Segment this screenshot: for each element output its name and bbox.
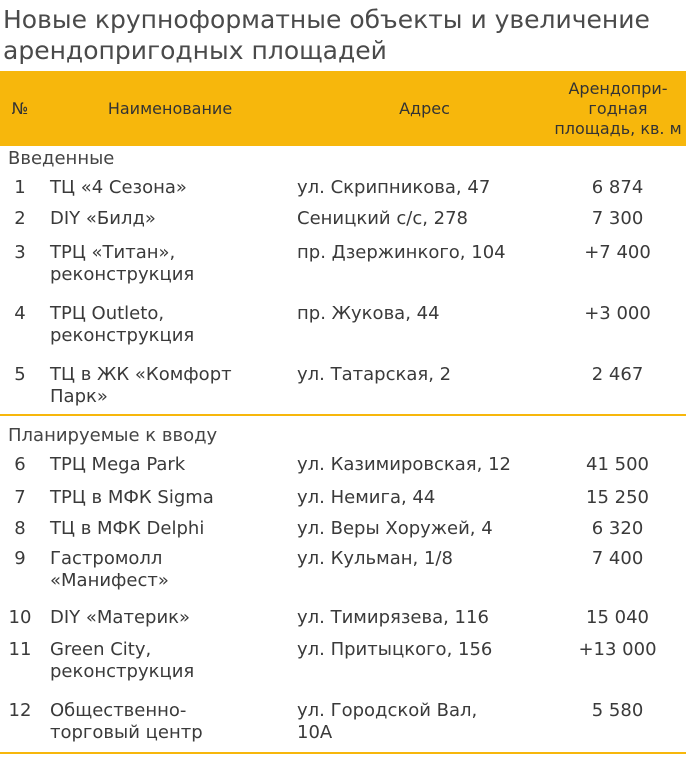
header-area-line-2: годная: [588, 98, 648, 118]
header-address: Адрес: [399, 98, 450, 118]
row-name-line: ТРЦ в МФК Sigma: [50, 487, 214, 508]
row-address-line: пр. Дзержинкого, 104: [297, 242, 506, 263]
row-name: ТРЦ Outleto, реконструкция: [50, 303, 290, 347]
row-name: ТЦ «4 Сезона»: [50, 177, 290, 199]
row-address-line: 10А: [297, 722, 333, 743]
section-divider: [0, 414, 686, 416]
row-number: 9: [14, 548, 26, 569]
row-name-line: торговый центр: [50, 722, 203, 743]
section-opened: Введенные: [8, 148, 115, 169]
header-name: Наименование: [107, 98, 233, 118]
row-address: ул. Тимирязева, 116: [297, 607, 552, 629]
row-address: пр. Дзержинкого, 104: [297, 242, 552, 264]
row-address: Сеницкий с/с, 278: [297, 208, 552, 230]
row-name-line: ТЦ «4 Сезона»: [50, 177, 187, 198]
row-area: 7 300: [591, 208, 644, 229]
row-name-line: Green City,: [50, 639, 152, 660]
row-area: +7 400: [584, 242, 651, 263]
page-title-line-1: Новые крупноформатные объекты и увеличен…: [3, 5, 650, 34]
row-area: +3 000: [584, 303, 651, 324]
row-address: ул. Городской Вал, 10А: [297, 700, 552, 744]
page-title: Новые крупноформатные объекты и увеличен…: [3, 4, 687, 66]
row-address-line: ул. Скрипникова, 47: [297, 177, 491, 198]
row-number: 11: [8, 639, 32, 660]
row-name-line: ТРЦ Mega Park: [50, 454, 186, 475]
row-address: ул. Скрипникова, 47: [297, 177, 552, 199]
row-area: 6 874: [591, 177, 644, 198]
row-name-line: DIY «Билд»: [50, 208, 156, 229]
header-area-line-1: Арендопри-: [568, 78, 668, 98]
row-area: 15 040: [586, 607, 649, 628]
row-name: ТРЦ «Титан», реконструкция: [50, 242, 290, 286]
row-name-line: ТРЦ Outleto,: [50, 303, 165, 324]
row-name-line: реконструкция: [50, 264, 195, 285]
row-name-line: Гастромолл: [50, 548, 163, 569]
row-area: 6 320: [591, 518, 644, 539]
row-name: ТРЦ Mega Park: [50, 454, 290, 476]
row-name: Общественно-торговый центр: [50, 700, 290, 744]
row-area: 41 500: [586, 454, 649, 475]
row-name-line: Общественно-: [50, 700, 187, 721]
row-address: пр. Жукова, 44: [297, 303, 552, 325]
row-number: 6: [14, 454, 26, 475]
row-name: ТЦ в МФК Delphi: [50, 518, 290, 540]
row-number: 5: [14, 364, 26, 385]
row-address: ул. Веры Хоружей, 4: [297, 518, 552, 540]
row-address: ул. Немига, 44: [297, 487, 552, 509]
row-address: ул. Казимировская, 12: [297, 454, 552, 476]
row-number: 1: [14, 177, 26, 198]
header-area: Арендопри- годная площадь, кв. м: [550, 71, 686, 146]
row-address: ул. Притыцкого, 156: [297, 639, 552, 661]
row-area: +13 000: [578, 639, 657, 660]
row-address-line: ул. Притыцкого, 156: [297, 639, 493, 660]
row-name-line: «Манифест»: [50, 570, 169, 591]
row-number: 3: [14, 242, 26, 263]
row-address: ул. Кульман, 1/8: [297, 548, 552, 570]
row-address-line: ул. Тимирязева, 116: [297, 607, 489, 628]
section-planned: Планируемые к вводу: [8, 425, 218, 446]
row-address-line: ул. Городской Вал,: [297, 700, 478, 721]
row-name: DIY «Материк»: [50, 607, 290, 629]
row-name-line: ТЦ в ЖК «Комфорт: [50, 364, 232, 385]
row-number: 10: [8, 607, 32, 628]
row-number: 2: [14, 208, 26, 229]
row-area: 5 580: [591, 700, 644, 721]
row-name-line: Парк»: [50, 386, 108, 407]
table-bottom-divider: [0, 752, 686, 754]
row-area: 2 467: [591, 364, 644, 385]
row-area: 7 400: [591, 548, 644, 569]
row-number: 8: [14, 518, 26, 539]
row-address-line: ул. Немига, 44: [297, 487, 436, 508]
row-name-line: DIY «Материк»: [50, 607, 191, 628]
table-header: № Наименование Адрес Арендопри- годная п…: [0, 71, 686, 146]
row-area: 15 250: [586, 487, 649, 508]
page-title-line-2: арендопригодных площадей: [3, 36, 387, 65]
row-number: 4: [14, 303, 26, 324]
row-name: Гастромолл «Манифест»: [50, 548, 290, 592]
row-address-line: ул. Казимировская, 12: [297, 454, 511, 475]
row-name-line: реконструкция: [50, 661, 195, 682]
row-address-line: ул. Татарская, 2: [297, 364, 452, 385]
row-address-line: пр. Жукова, 44: [297, 303, 440, 324]
row-number: 12: [8, 700, 32, 721]
header-num: №: [11, 98, 29, 118]
row-name-line: реконструкция: [50, 325, 195, 346]
row-name-line: ТРЦ «Титан»,: [50, 242, 176, 263]
row-address-line: ул. Веры Хоружей, 4: [297, 518, 493, 539]
row-address-line: ул. Кульман, 1/8: [297, 548, 453, 569]
row-name: DIY «Билд»: [50, 208, 290, 230]
row-name: ТРЦ в МФК Sigma: [50, 487, 290, 509]
row-number: 7: [14, 487, 26, 508]
header-area-line-3: площадь, кв. м: [554, 118, 682, 138]
row-address-line: Сеницкий с/с, 278: [297, 208, 469, 229]
row-address: ул. Татарская, 2: [297, 364, 552, 386]
row-name: Green City, реконструкция: [50, 639, 290, 683]
row-name: ТЦ в ЖК «Комфорт Парк»: [50, 364, 290, 408]
row-name-line: ТЦ в МФК Delphi: [50, 518, 205, 539]
